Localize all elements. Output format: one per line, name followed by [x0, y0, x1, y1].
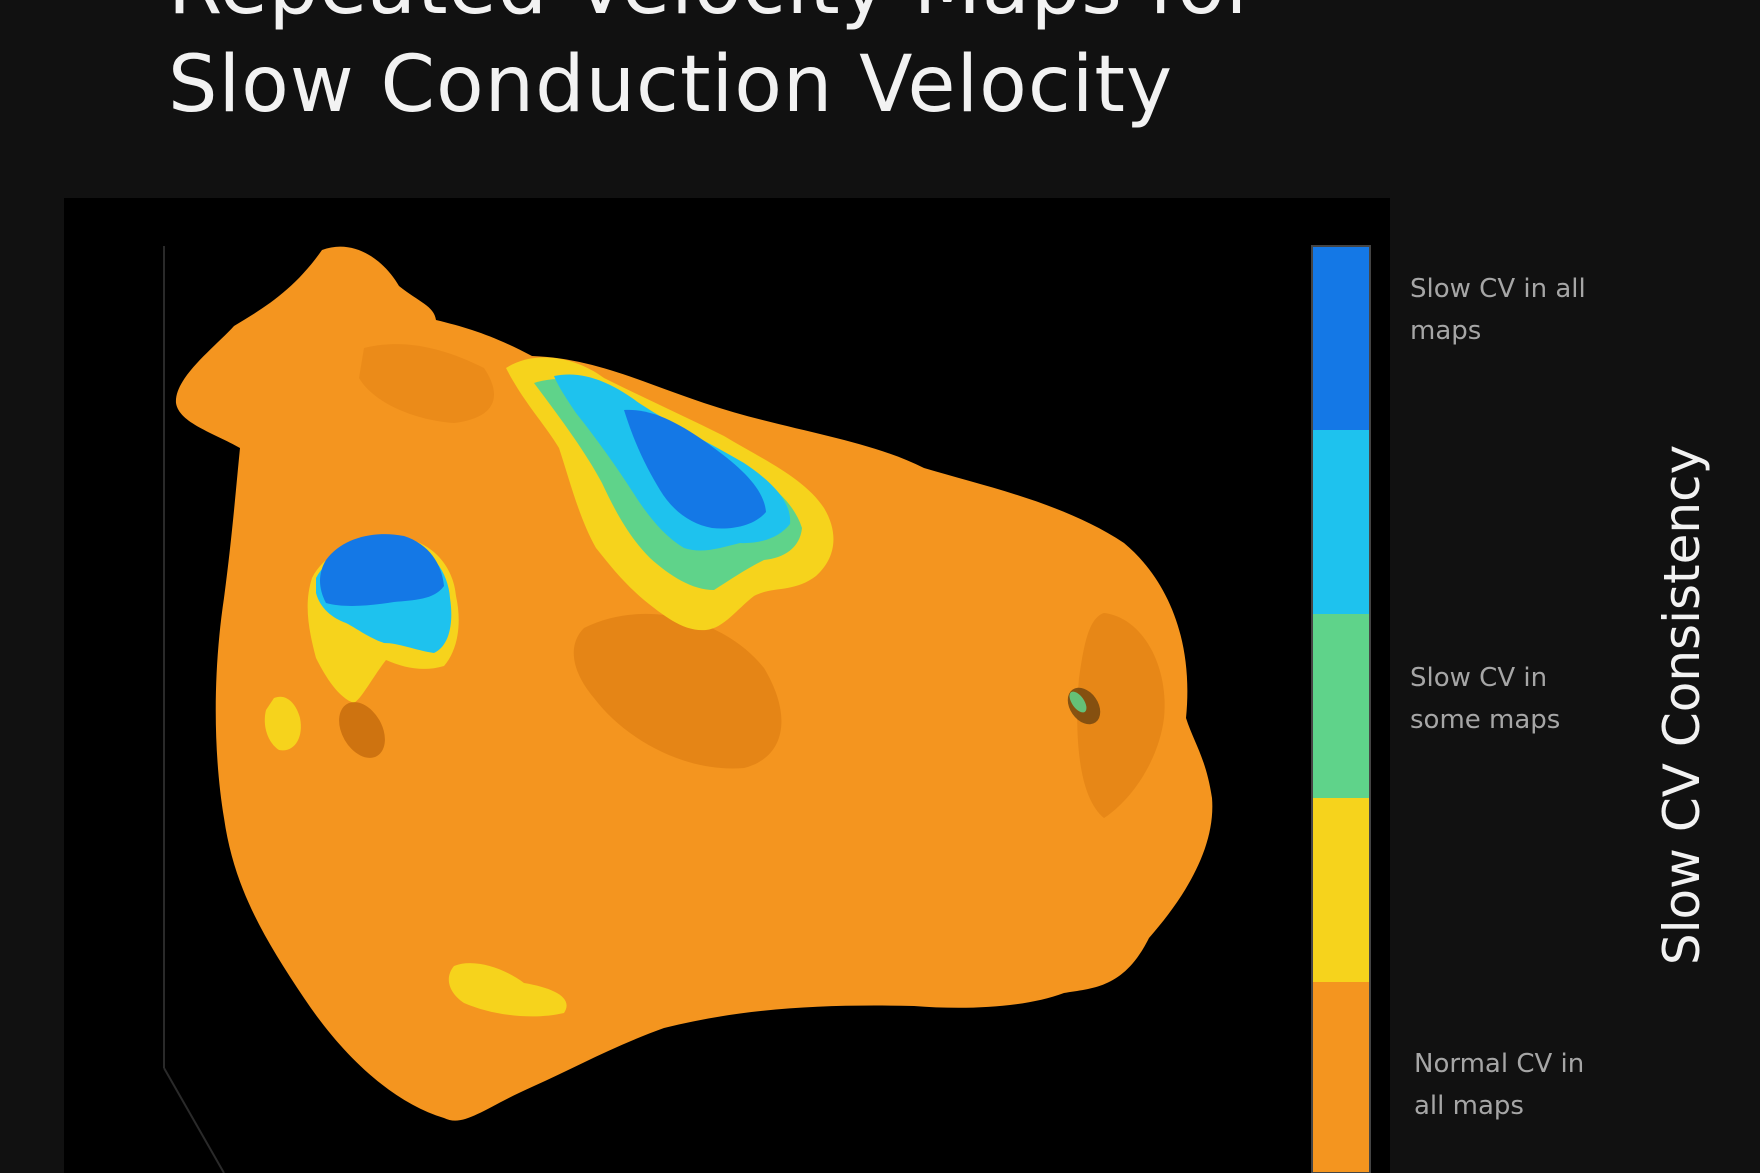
color-bar-outline [1311, 245, 1371, 1173]
vessel-ostium-left [339, 702, 385, 758]
legend-label-normal: Normal CV in all maps [1414, 1049, 1585, 1121]
color-bar-segment-slow-all [1312, 246, 1370, 430]
tissue-shadow-right [1077, 613, 1165, 818]
transition-patch-bottom [448, 963, 567, 1017]
tissue-shadow-top [359, 344, 494, 423]
slow-patch-top-slowall [624, 409, 766, 529]
conduction-velocity-map [64, 198, 1390, 1173]
color-bar-segment-slow-some [1312, 614, 1370, 798]
color-bar-segment-normal [1312, 982, 1370, 1173]
heart-map-svg [163, 245, 1371, 1173]
color-bar-segment-transition [1312, 798, 1370, 982]
tissue-shadow-center [573, 613, 782, 769]
legend-label-slow-some: Slow CV in some maps [1410, 663, 1561, 735]
slow-patch-left-slowall [320, 534, 444, 606]
consistency-axis-label: Slow CV Consistency [1653, 444, 1711, 966]
color-bar-segment-slow-cv [1312, 430, 1370, 614]
consistency-color-bar [1311, 245, 1371, 1173]
vessel-ostium-right-rim [1069, 691, 1087, 713]
legend-label-slow-all: Slow CV in all maps [1410, 274, 1586, 346]
slide-title-partial: Repeated Velocity Maps for [168, 0, 1259, 32]
frame-line-bottom [163, 1067, 225, 1173]
slide-title: Slow Conduction Velocity [168, 40, 1174, 130]
transition-patch-left-lower [264, 696, 301, 751]
